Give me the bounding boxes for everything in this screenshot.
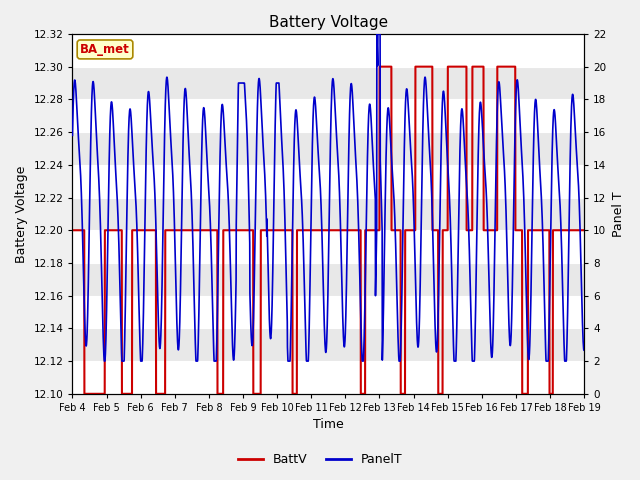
Bar — [72, 165, 584, 198]
Title: Battery Voltage: Battery Voltage — [269, 15, 388, 30]
Y-axis label: Panel T: Panel T — [612, 191, 625, 237]
Bar — [72, 198, 584, 230]
Bar — [72, 67, 584, 99]
Bar — [72, 263, 584, 296]
Bar — [72, 132, 584, 165]
Bar — [72, 34, 584, 67]
Bar — [72, 230, 584, 263]
Bar — [72, 361, 584, 394]
Bar — [72, 99, 584, 132]
Bar — [72, 328, 584, 361]
Legend: BattV, PanelT: BattV, PanelT — [232, 448, 408, 471]
Bar — [72, 296, 584, 328]
X-axis label: Time: Time — [313, 419, 344, 432]
Text: BA_met: BA_met — [80, 43, 130, 56]
Y-axis label: Battery Voltage: Battery Voltage — [15, 165, 28, 263]
